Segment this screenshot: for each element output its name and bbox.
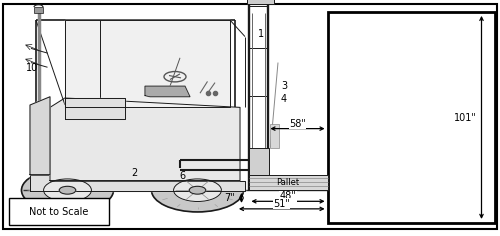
Text: 6: 6 — [180, 171, 186, 181]
Bar — [9, 198, 109, 225]
Polygon shape — [30, 97, 50, 175]
Text: 2: 2 — [131, 169, 137, 178]
Text: 1: 1 — [258, 29, 264, 39]
Text: 3: 3 — [281, 81, 287, 91]
Bar — [249, 148, 269, 176]
Text: 10: 10 — [26, 63, 38, 73]
Text: Not to Scale: Not to Scale — [30, 207, 88, 217]
Text: 48": 48" — [280, 191, 296, 201]
Circle shape — [152, 169, 244, 212]
Polygon shape — [65, 20, 230, 107]
Polygon shape — [30, 175, 245, 191]
Text: 7": 7" — [224, 193, 235, 202]
Text: 4: 4 — [281, 94, 287, 104]
Circle shape — [22, 169, 114, 212]
Polygon shape — [145, 86, 190, 97]
Text: 58": 58" — [289, 119, 306, 129]
Circle shape — [174, 179, 222, 202]
Text: Pallet: Pallet — [276, 178, 299, 187]
Polygon shape — [65, 98, 125, 119]
Circle shape — [44, 179, 92, 202]
Bar — [246, 0, 274, 4]
Text: 101": 101" — [454, 113, 477, 123]
Bar — [328, 12, 495, 223]
Bar — [248, 175, 328, 190]
Circle shape — [59, 186, 76, 194]
Polygon shape — [50, 98, 240, 181]
Text: 51": 51" — [273, 199, 290, 209]
Bar — [270, 124, 278, 148]
Bar — [34, 7, 43, 13]
Circle shape — [189, 186, 206, 194]
